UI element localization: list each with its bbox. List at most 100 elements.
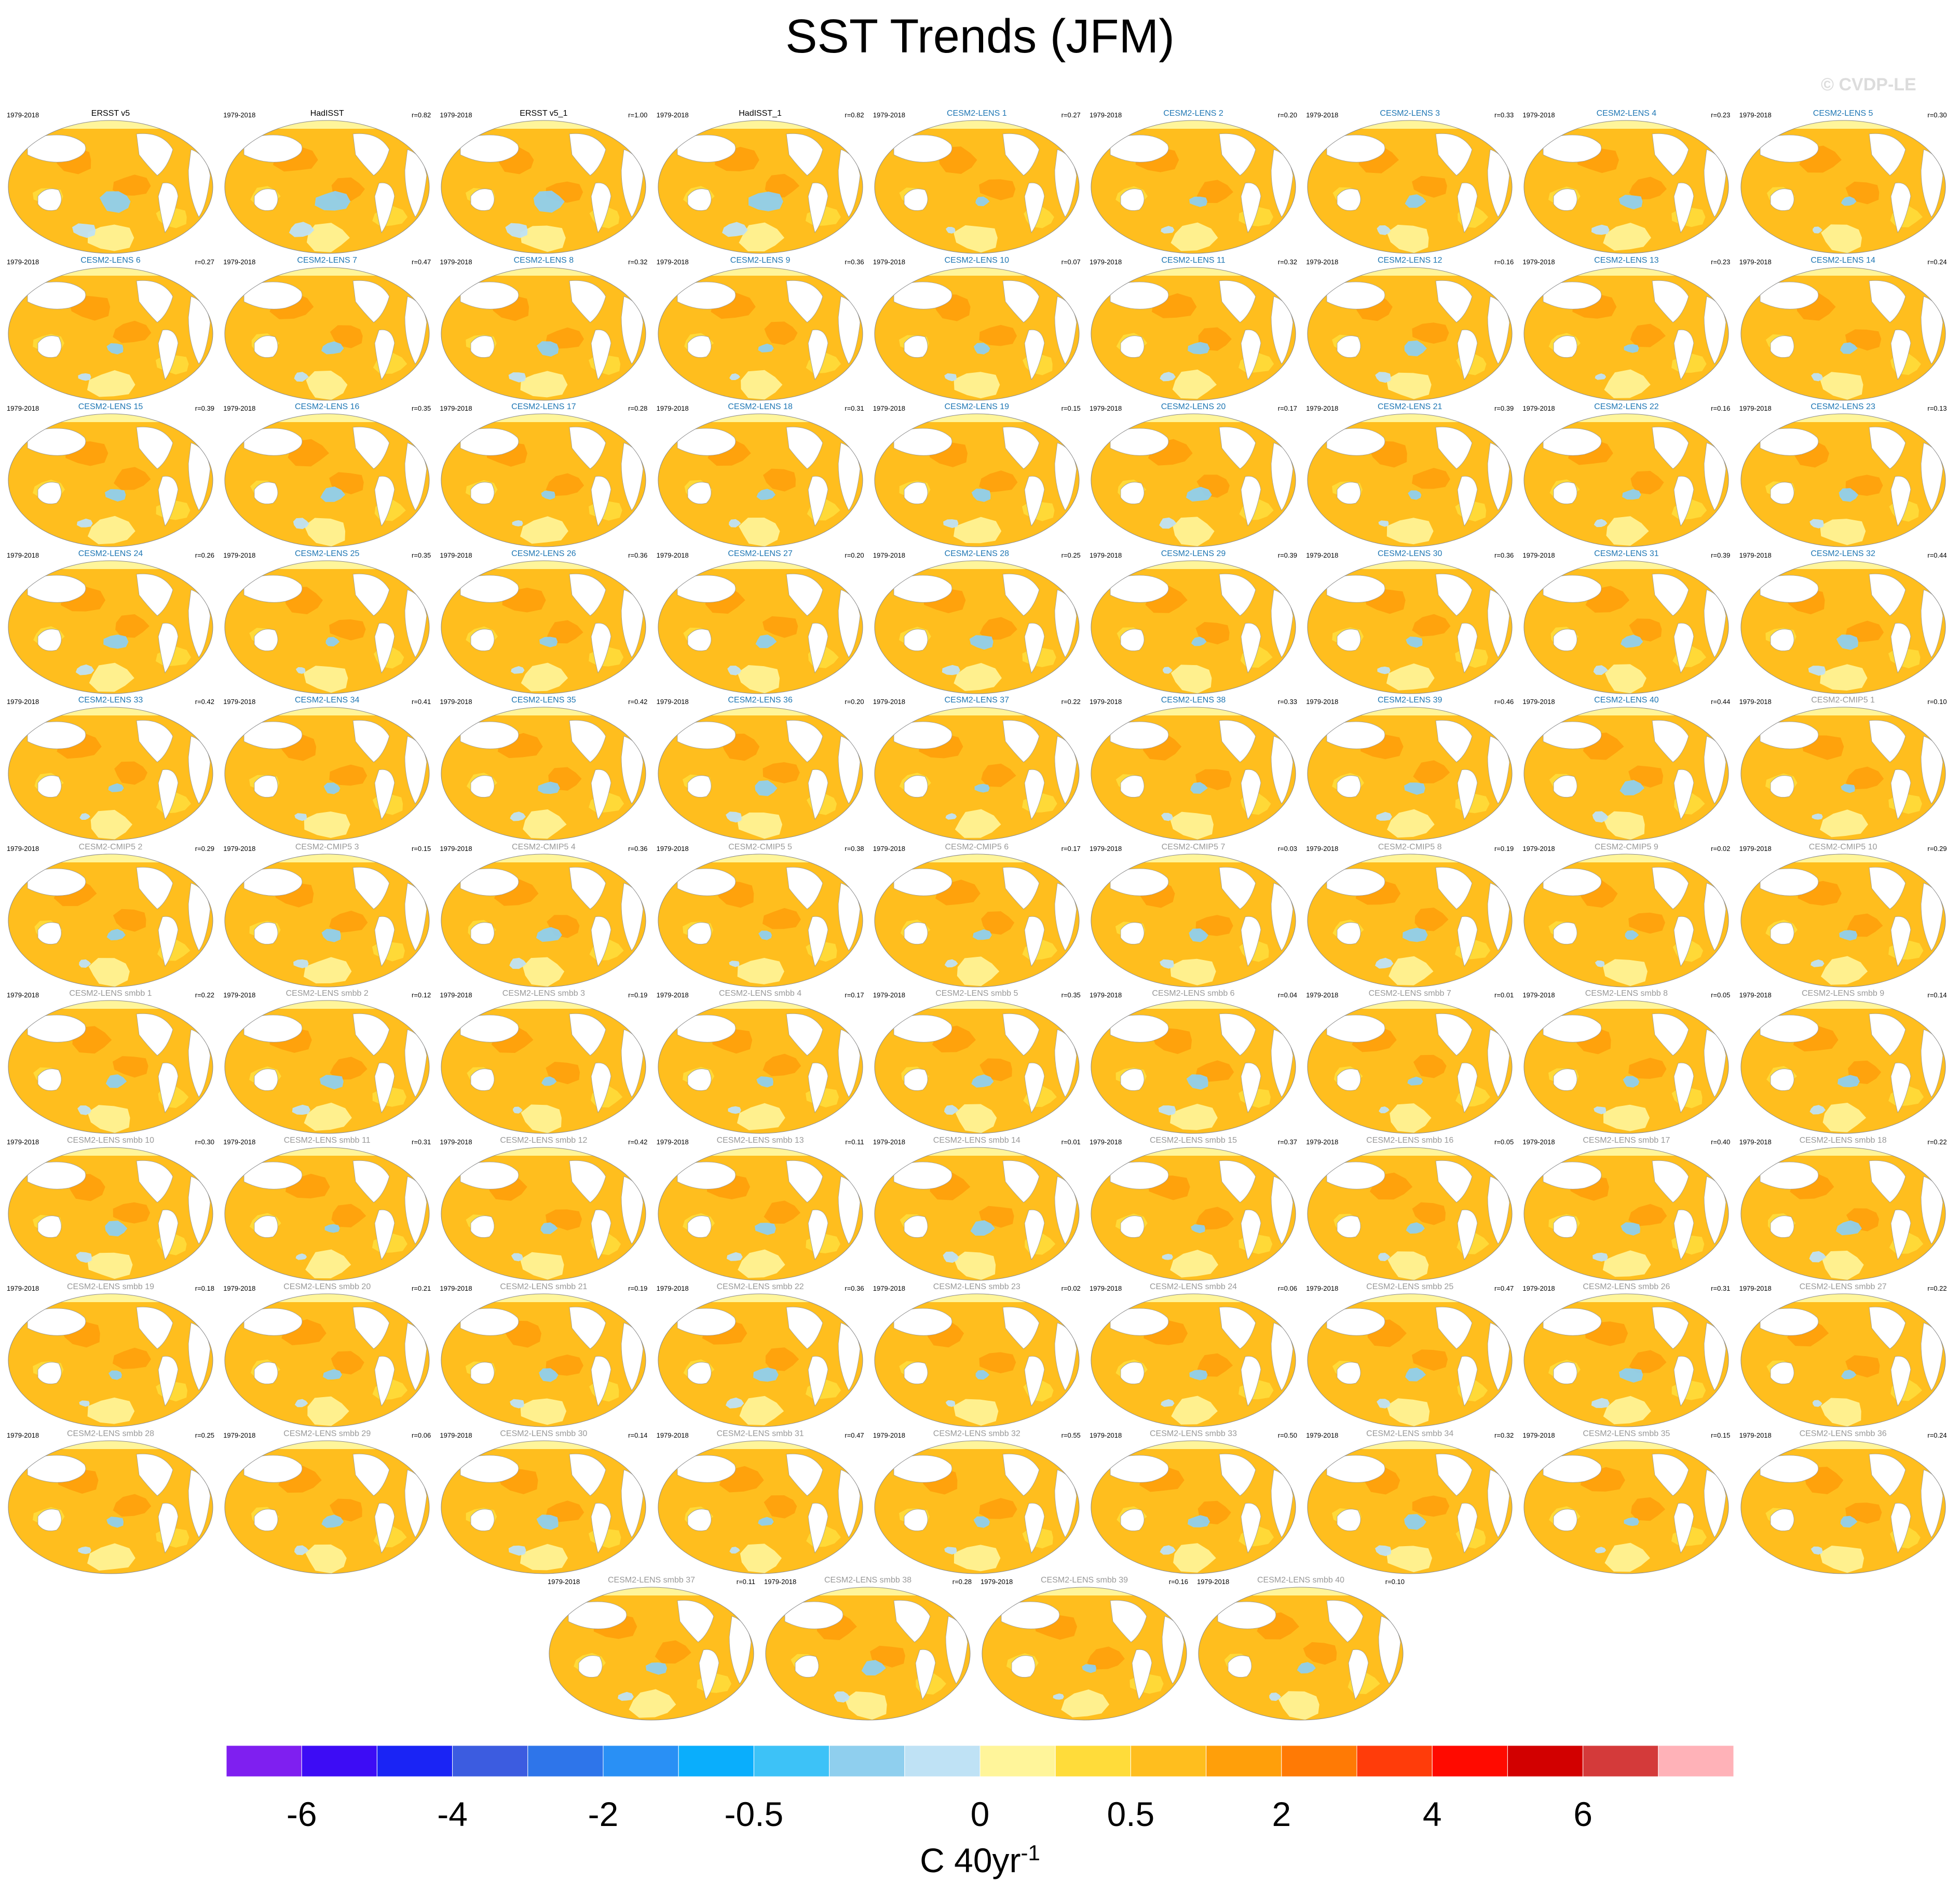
sst-trend-map [874, 854, 1080, 987]
panel-correlation: r=0.30 [1927, 111, 1947, 119]
map-panel: 1979-2018 CESM2-LENS smbb 32 r=0.55 [873, 1429, 1081, 1577]
panel-correlation: r=0.15 [411, 844, 431, 853]
panel-period: 1979-2018 [7, 844, 39, 853]
panel-correlation: r=0.11 [845, 1138, 864, 1146]
map-panel: 1979-2018 CESM2-LENS smbb 33 r=0.50 [1090, 1429, 1297, 1577]
panel-title: CESM2-LENS 18 [728, 402, 793, 411]
sst-trend-map [874, 560, 1080, 694]
sst-trend-map [658, 413, 863, 547]
map-panel: 1979-2018 CESM2-LENS smbb 10 r=0.30 [7, 1136, 214, 1283]
sst-trend-map [1523, 413, 1729, 547]
map-panel: 1979-2018 CESM2-LENS 37 r=0.22 [873, 696, 1081, 843]
panel-period: 1979-2018 [1739, 258, 1772, 266]
panel-correlation: r=0.22 [1927, 1138, 1947, 1146]
panel-period: 1979-2018 [656, 1284, 689, 1292]
map-panel: 1979-2018 CESM2-LENS smbb 39 r=0.16 [981, 1576, 1188, 1723]
panel-correlation: r=0.35 [1061, 991, 1081, 999]
panel-correlation: r=0.14 [628, 1431, 648, 1439]
panel-correlation: r=0.16 [1494, 258, 1514, 266]
panel-correlation: r=0.30 [195, 1138, 214, 1146]
panel-period: 1979-2018 [440, 111, 472, 119]
panel-title: CESM2-LENS smbb 7 [1368, 989, 1451, 998]
colorbar-tick-label: 6 [1573, 1795, 1592, 1833]
panel-correlation: r=0.22 [1061, 698, 1081, 706]
sst-trend-map [658, 1440, 863, 1574]
panel-period: 1979-2018 [223, 551, 256, 559]
panel-correlation: r=0.19 [1494, 844, 1514, 853]
chart-title: SST Trends (JFM) [785, 10, 1175, 63]
map-panel: 1979-2018 CESM2-LENS 38 r=0.33 [1090, 696, 1297, 843]
panel-correlation: r=0.42 [628, 698, 648, 706]
panel-title: CESM2-LENS smbb 38 [824, 1576, 912, 1585]
panel-period: 1979-2018 [1522, 844, 1555, 853]
colorbar-cell [1281, 1746, 1357, 1777]
map-panel: 1979-2018 CESM2-LENS smbb 9 r=0.14 [1739, 990, 1947, 1137]
map-panel: 1979-2018 CESM2-LENS smbb 36 r=0.24 [1739, 1429, 1947, 1577]
sst-trend-map [1523, 1293, 1729, 1427]
panel-title: CESM2-LENS smbb 31 [716, 1429, 804, 1438]
panel-title: CESM2-LENS 39 [1377, 696, 1442, 705]
sst-trend-map [1091, 267, 1296, 400]
panel-title: CESM2-LENS 12 [1377, 255, 1442, 265]
panel-title: HadISST_1 [739, 109, 782, 118]
panel-title: CESM2-LENS smbb 5 [935, 989, 1018, 998]
panel-title: CESM2-LENS smbb 16 [1366, 1135, 1454, 1145]
panel-correlation: r=0.21 [411, 1284, 431, 1292]
panel-correlation: r=0.27 [195, 258, 214, 266]
panel-title: CESM2-LENS smbb 32 [933, 1429, 1020, 1438]
sst-trend-map [1523, 267, 1729, 400]
sst-trend-map [1523, 560, 1729, 694]
panel-correlation: r=0.39 [1711, 551, 1731, 559]
sst-trend-map [441, 854, 646, 987]
sst-trend-map [874, 1293, 1080, 1427]
panel-title: CESM2-LENS 6 [80, 255, 141, 265]
map-panel: 1979-2018 CESM2-LENS 14 r=0.24 [1739, 256, 1947, 403]
panel-correlation: r=0.22 [1927, 1284, 1947, 1292]
panel-period: 1979-2018 [548, 1578, 580, 1586]
map-panel: 1979-2018 CESM2-CMIP5 3 r=0.15 [223, 843, 431, 990]
panel-correlation: r=0.47 [1494, 1284, 1514, 1292]
sst-trend-map [1307, 707, 1513, 841]
colorbar-tick-label: -4 [437, 1795, 468, 1833]
sst-trend-map [874, 1147, 1080, 1280]
panel-correlation: r=0.12 [411, 991, 431, 999]
map-panel: 1979-2018 CESM2-LENS smbb 40 r=0.10 [1197, 1576, 1405, 1723]
map-panel: 1979-2018 CESM2-LENS smbb 2 r=0.12 [223, 990, 431, 1137]
panel-period: 1979-2018 [656, 698, 689, 706]
panel-period: 1979-2018 [7, 1138, 39, 1146]
panel-correlation: r=0.40 [1711, 1138, 1731, 1146]
map-panel: 1979-2018 CESM2-CMIP5 10 r=0.29 [1739, 843, 1947, 990]
panel-title: CESM2-LENS smbb 14 [933, 1135, 1020, 1145]
sst-trend-map [224, 1000, 430, 1134]
colorbar-tick-label: -2 [588, 1795, 619, 1833]
map-panel: 1979-2018 CESM2-LENS 6 r=0.27 [7, 255, 214, 403]
map-panel: 1979-2018 CESM2-LENS 13 r=0.23 [1522, 256, 1730, 403]
panel-correlation: r=0.02 [1711, 844, 1731, 853]
map-panel: 1979-2018 CESM2-LENS 27 r=0.20 [657, 549, 864, 697]
panel-period: 1979-2018 [440, 991, 472, 999]
panel-title: CESM2-LENS smbb 3 [502, 989, 585, 998]
sst-trend-map [1740, 560, 1946, 694]
sst-trend-map [1307, 267, 1513, 400]
panel-period: 1979-2018 [1522, 551, 1555, 559]
map-panel: 1979-2018 CESM2-LENS 24 r=0.26 [7, 549, 214, 697]
panel-correlation: r=0.32 [1494, 1431, 1514, 1439]
panel-period: 1979-2018 [656, 844, 689, 853]
map-panel: 1979-2018 CESM2-LENS smbb 14 r=0.01 [873, 1135, 1081, 1283]
panel-period: 1979-2018 [1090, 1284, 1122, 1292]
panel-title: CESM2-LENS smbb 28 [66, 1429, 155, 1438]
sst-trend-map [224, 1440, 430, 1574]
panel-correlation: r=0.20 [845, 698, 864, 706]
map-panel: 1979-2018 CESM2-CMIP5 5 r=0.38 [656, 843, 864, 990]
panel-period: 1979-2018 [873, 1431, 905, 1439]
colorbar-cell [1432, 1746, 1508, 1777]
panel-correlation: r=0.39 [195, 404, 214, 412]
panel-correlation: r=0.04 [1277, 991, 1297, 999]
map-panel: 1979-2018 CESM2-CMIP5 7 r=0.03 [1090, 843, 1297, 990]
panel-period: 1979-2018 [1306, 991, 1339, 999]
colorbar-unit-label: C 40yr-1 [0, 1841, 1960, 1880]
map-panel: 1979-2018 CESM2-LENS 32 r=0.44 [1739, 549, 1947, 697]
sst-trend-map [224, 267, 430, 400]
map-panel: 1979-2018 CESM2-LENS smbb 11 r=0.31 [223, 1136, 431, 1283]
panel-title: CESM2-LENS 17 [511, 402, 576, 411]
